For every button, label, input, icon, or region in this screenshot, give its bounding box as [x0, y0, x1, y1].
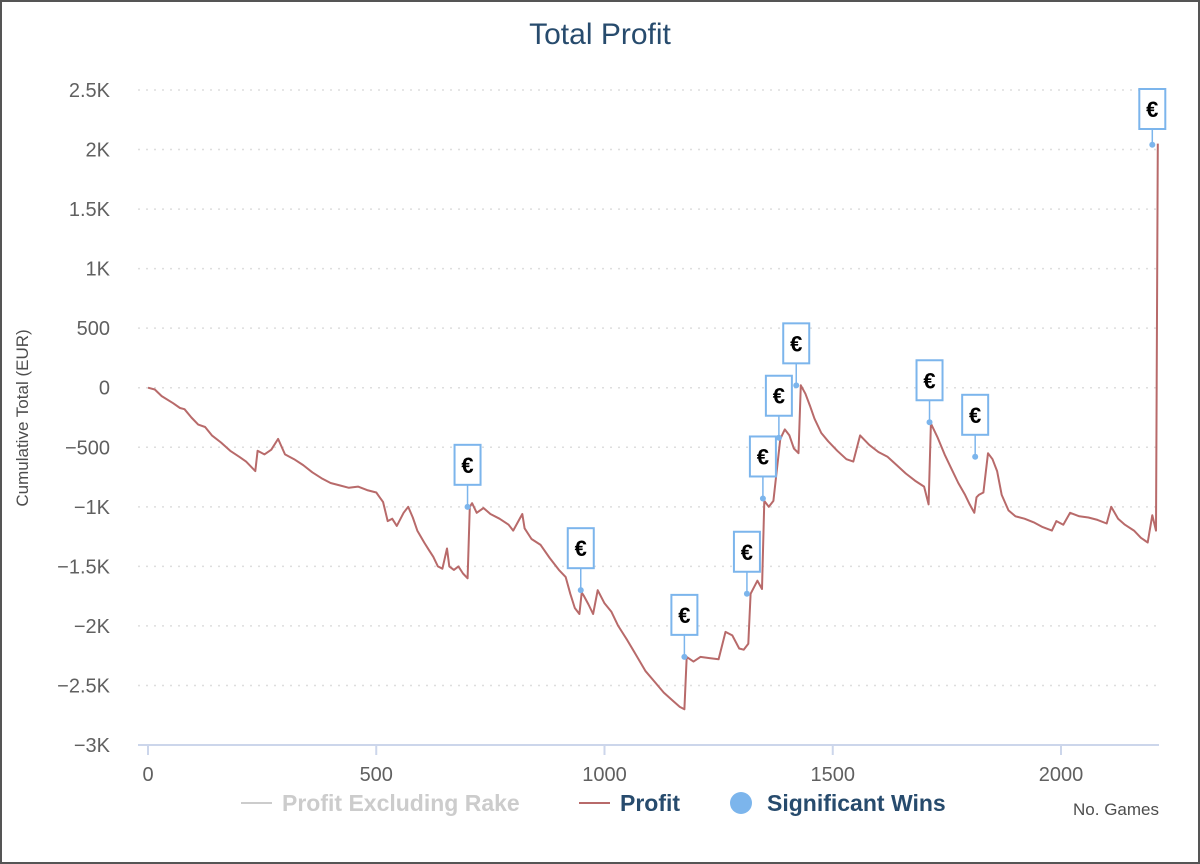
legend-item[interactable]: Profit Excluding Rake	[241, 790, 520, 816]
x-tick-label: 2000	[1039, 764, 1084, 786]
flag-box	[670, 593, 699, 636]
y-tick-label: 0	[99, 378, 110, 400]
y-tick-label: 1.5K	[69, 199, 111, 221]
x-tick-label: 0	[142, 764, 153, 786]
significant-win-flag: €	[566, 527, 595, 594]
y-tick-label: −500	[65, 437, 110, 459]
flag-box	[1138, 88, 1167, 130]
legend-label: Profit	[620, 790, 680, 816]
series-layer	[147, 143, 1159, 711]
y-tick-label: −2K	[74, 616, 111, 638]
x-tick-label: 500	[360, 764, 393, 786]
significant-win-marker	[793, 382, 800, 389]
significant-win-flag: €	[453, 443, 482, 510]
y-axis-title: Cumulative Total (EUR)	[13, 329, 32, 506]
significant-win-marker	[577, 587, 584, 594]
legend-marker-symbol	[730, 792, 752, 814]
x-axis-title: No. Games	[1073, 800, 1159, 819]
significant-win-marker	[972, 453, 979, 460]
y-tick-label: 1K	[86, 259, 111, 281]
chart-title: Total Profit	[529, 18, 671, 51]
flag-label: €	[773, 384, 785, 409]
significant-win-flag: €	[764, 374, 793, 441]
flag-label: €	[923, 368, 935, 393]
significant-win-flag: €	[1138, 88, 1167, 148]
flag-box	[748, 435, 777, 478]
y-tick-label: −1.5K	[57, 556, 110, 578]
y-tick-label: 2K	[86, 140, 111, 162]
flag-box	[782, 322, 811, 365]
y-tick-label: 2.5K	[69, 80, 111, 102]
x-tick-label: 1500	[811, 764, 856, 786]
axes-layer: 2.5K 2K 1.5K 1K 500 0 −500 −1K −1.5K −2K −2.5K −3K 0…	[57, 80, 1159, 786]
flag-label: €	[790, 331, 802, 356]
legend[interactable]: Profit Excluding Rake Profit Significant W…	[241, 790, 946, 816]
y-tick-label: −1K	[74, 497, 111, 519]
flag-box	[764, 374, 793, 417]
significant-win-marker	[926, 419, 933, 426]
flag-label: €	[678, 603, 690, 628]
significant-win-marker	[759, 495, 766, 502]
x-tick-label: 1000	[582, 764, 627, 786]
significant-win-flag: €	[915, 359, 944, 426]
flag-label: €	[741, 540, 753, 565]
flag-label: €	[1146, 97, 1158, 122]
significant-win-marker	[775, 434, 782, 441]
grid-layer	[138, 89, 1159, 687]
significant-win-flag: €	[961, 393, 990, 460]
flag-box	[453, 443, 482, 486]
significant-win-flag: €	[782, 322, 811, 389]
significant-win-flag: €	[748, 435, 777, 502]
series-line-profit	[147, 143, 1159, 711]
flag-box	[915, 359, 944, 402]
legend-label: Profit Excluding Rake	[282, 790, 520, 816]
legend-item[interactable]: Significant Wins	[730, 790, 946, 816]
flag-label: €	[461, 453, 473, 478]
significant-win-marker	[464, 503, 471, 510]
y-tick-label: −3K	[74, 735, 111, 757]
flag-box	[732, 530, 761, 573]
legend-label: Significant Wins	[767, 790, 946, 816]
flag-box	[566, 527, 595, 570]
significant-win-marker	[743, 590, 750, 597]
flag-label: €	[575, 536, 587, 561]
significant-win-marker	[681, 653, 688, 660]
flag-label: €	[969, 403, 981, 428]
significant-win-flag: €	[732, 530, 761, 597]
flag-label: €	[757, 444, 769, 469]
y-tick-label: 500	[77, 318, 110, 340]
significant-win-marker	[1149, 141, 1156, 148]
significant-win-flag: €	[670, 593, 699, 660]
y-tick-label: −2.5K	[57, 675, 110, 697]
legend-item[interactable]: Profit	[579, 790, 680, 816]
flag-box	[961, 393, 990, 436]
significant-wins-layer: € € € € € € € € € €	[453, 88, 1167, 660]
